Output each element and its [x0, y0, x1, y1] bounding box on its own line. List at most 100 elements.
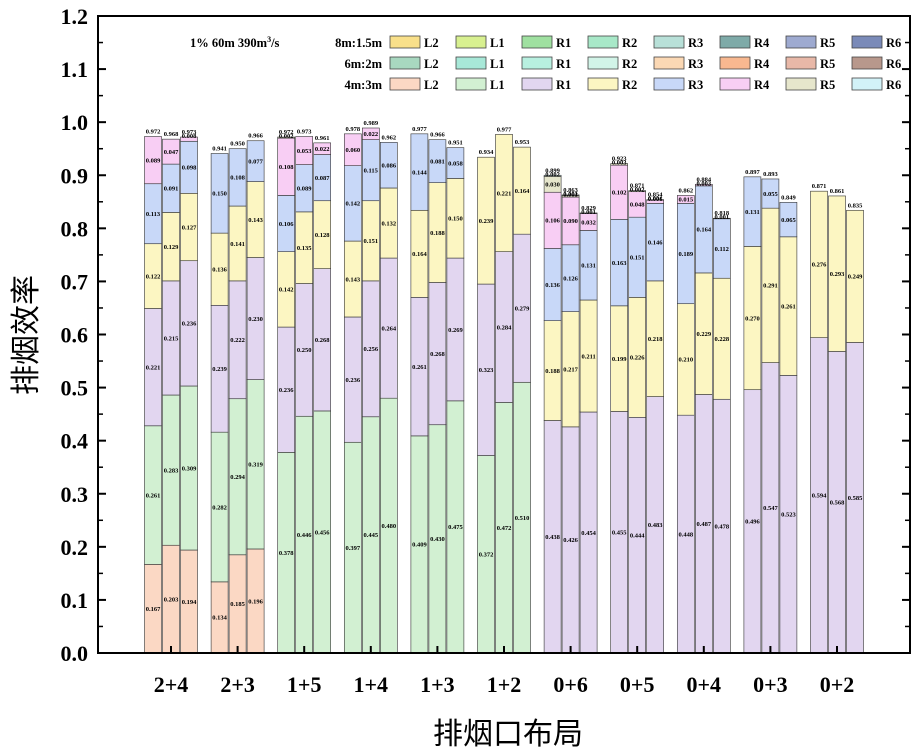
y-tick-label: 0.2 [61, 535, 89, 560]
legend-swatch [389, 77, 421, 91]
segment-value-label: 0.129 [164, 244, 179, 251]
legend-swatch [785, 56, 817, 70]
segment-value-label: 0.372 [479, 552, 494, 559]
bar-total-label: 0.953 [515, 139, 530, 146]
y-tick-label: 0.9 [61, 163, 89, 188]
legend-item-label: R2 [622, 78, 637, 92]
bar-segment [676, 195, 695, 204]
bar-total-label: 0.893 [763, 171, 778, 178]
y-axis-title: 排烟效率 [9, 275, 44, 395]
segment-value-label: 0.282 [212, 504, 227, 511]
segment-value-label: 0.163 [612, 260, 627, 267]
segment-value-label: 0.090 [563, 218, 578, 225]
segment-value-label: 0.293 [830, 271, 845, 278]
segment-value-label: 0.480 [381, 523, 396, 530]
segment-value-label: 0.215 [164, 335, 179, 342]
segment-value-label: 0.142 [279, 287, 294, 294]
bar-segment [694, 183, 713, 187]
segment-value-label: 0.478 [714, 523, 729, 530]
segment-value-label: 0.483 [648, 522, 663, 529]
segment-value-label: 0.132 [381, 220, 396, 227]
segment-value-label: 0.060 [345, 147, 360, 154]
legend-item-label: R2 [622, 36, 637, 50]
legend-swatch [653, 56, 685, 70]
bar-total-label: 0.835 [848, 202, 863, 209]
legend-swatch [587, 56, 619, 70]
segment-value-label: 0.218 [648, 336, 663, 343]
legend-item-label: R5 [820, 57, 835, 71]
segment-value-label: 0.108 [230, 175, 245, 182]
bar-total-label: 0.941 [212, 145, 227, 152]
bar-total-label: 0.871 [812, 183, 827, 190]
bar-segment [295, 136, 314, 165]
segment-value-label: 0.454 [581, 530, 596, 537]
segment-value-label: 0.112 [715, 246, 729, 253]
segment-value-label: 0.022 [363, 131, 378, 138]
segment-value-label: 0.268 [315, 337, 330, 344]
segment-value-label: 0.113 [146, 211, 161, 218]
segment-value-label: 0.053 [297, 148, 312, 155]
segment-value-label: 0.446 [297, 532, 312, 539]
legend-item-label: L1 [490, 57, 505, 71]
legend-item-label: L1 [490, 36, 505, 50]
legend-item-label: L1 [490, 78, 505, 92]
segment-value-label: 0.294 [230, 474, 245, 481]
bar-segment [410, 133, 429, 211]
segment-value-label: 0.115 [364, 168, 379, 175]
segment-value-label: 0.279 [515, 306, 530, 313]
segment-value-label: 0.448 [678, 531, 693, 538]
segment-value-label: 0.098 [182, 165, 197, 172]
segment-value-label: 0.122 [146, 273, 161, 280]
segment-value-label: 0.002 [279, 133, 294, 140]
segment-value-label: 0.264 [381, 325, 396, 332]
segment-value-label: 0.226 [630, 355, 645, 362]
segment-value-label: 0.236 [279, 387, 294, 394]
bar-segment [313, 142, 332, 155]
legend-swatch [455, 56, 487, 70]
bar-total-label: 0.966 [430, 132, 445, 139]
y-tick-label: 0.5 [61, 376, 89, 401]
legend-item-label: R5 [820, 36, 835, 50]
segment-value-label: 0.131 [745, 209, 760, 216]
bar-total-label: 0.849 [781, 194, 796, 201]
legend-row-label: 4m:3m [345, 78, 383, 92]
bar-total-label: 0.863 [563, 187, 578, 194]
segment-value-label: 0.547 [763, 505, 778, 512]
segment-value-label: 0.221 [497, 190, 512, 197]
bar-segment [228, 148, 247, 207]
legend-swatch [719, 35, 751, 49]
legend-item-label: L2 [424, 57, 439, 71]
segment-value-label: 0.022 [315, 146, 330, 153]
bar-segment [561, 194, 580, 196]
legend-item-label: R4 [754, 57, 770, 71]
bar-total-label: 0.854 [648, 192, 663, 199]
legend: 1% 60m 390m3/s 8m:1.5m L2 L1 R1 R2 R3 R4 R5 R6 6m:… [190, 35, 901, 92]
bar-segment [162, 138, 180, 165]
y-tick-label: 0.4 [61, 429, 89, 454]
legend-item-label: R5 [820, 78, 835, 92]
legend-item-label: R3 [688, 57, 703, 71]
bar-total-label: 0.973 [297, 128, 312, 135]
bar-total-label: 0.973 [182, 129, 197, 136]
segment-value-label: 0.102 [612, 190, 627, 197]
segment-value-label: 0.087 [315, 175, 330, 182]
segment-value-label: 0.319 [248, 462, 263, 469]
legend-item-label: R6 [886, 57, 901, 71]
legend-item-label: R4 [754, 78, 770, 92]
bar-total-label: 0.977 [497, 126, 512, 133]
segment-value-label: 0.568 [830, 500, 845, 507]
segment-value-label: 0.001 [648, 196, 663, 203]
segment-value-label: 0.199 [612, 356, 627, 363]
segment-value-label: 0.249 [848, 274, 863, 281]
bar-total-label: 0.972 [146, 128, 161, 135]
legend-item-label: R1 [556, 57, 571, 71]
segment-value-label: 0.236 [345, 377, 360, 384]
bar-segment [761, 178, 780, 209]
segment-value-label: 0.131 [581, 263, 596, 270]
bar-total-label: 0.951 [448, 140, 463, 147]
segment-value-label: 0.585 [848, 495, 863, 502]
segment-value-label: 0.134 [212, 615, 227, 622]
segment-value-label: 0.239 [212, 366, 227, 373]
segment-value-label: 0.456 [315, 529, 330, 536]
bar-segment [579, 212, 598, 214]
